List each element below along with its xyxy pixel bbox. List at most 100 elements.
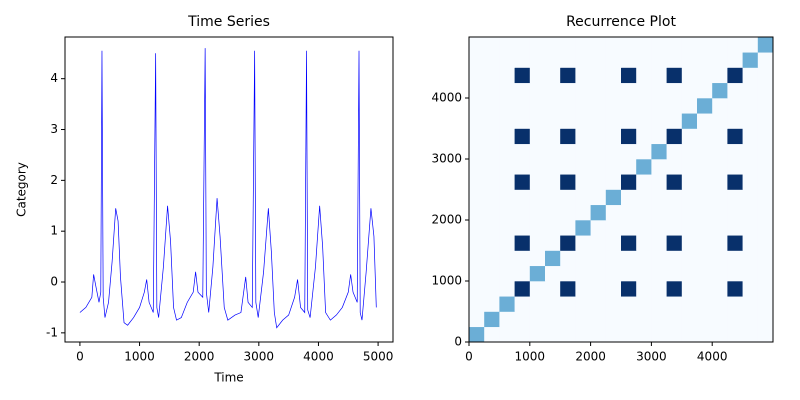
heatmap-cell xyxy=(575,113,591,129)
heatmap-cell xyxy=(712,326,728,343)
heatmap-cell xyxy=(742,159,759,175)
heatmap-cell xyxy=(545,98,561,114)
heatmap-cell xyxy=(514,326,531,343)
heatmap-cell xyxy=(636,113,652,129)
heatmap-cell xyxy=(469,37,485,53)
heatmap-cell xyxy=(651,174,667,190)
heatmap-cell xyxy=(636,235,652,251)
heatmap-cell xyxy=(484,143,500,160)
heatmap-cell xyxy=(545,52,561,68)
heatmap-cell xyxy=(469,281,485,297)
heatmap-cell xyxy=(712,174,728,190)
heatmap-cell xyxy=(666,128,683,145)
heatmap-cell xyxy=(712,281,728,297)
heatmap-cell xyxy=(605,281,622,297)
heatmap-cell xyxy=(727,52,743,68)
heatmap-cell xyxy=(636,250,652,267)
heatmap-cell xyxy=(757,174,774,190)
heatmap-cell xyxy=(651,98,667,114)
heatmap-cell xyxy=(590,82,607,99)
heatmap-cell xyxy=(514,67,531,84)
heatmap-cell xyxy=(469,98,485,114)
heatmap-cell xyxy=(484,235,500,251)
heatmap-cell xyxy=(545,311,561,328)
heatmap-cell xyxy=(742,67,759,84)
heatmap-cell xyxy=(681,189,698,206)
heatmap-cell xyxy=(681,220,698,236)
heatmap-cell xyxy=(681,159,698,175)
heatmap-cell xyxy=(545,174,561,190)
heatmap-cell xyxy=(727,296,743,312)
heatmap-cell xyxy=(757,250,774,267)
heatmap-cell xyxy=(636,143,652,160)
y-tick-label: 2000 xyxy=(431,213,462,227)
heatmap-cell xyxy=(666,82,683,99)
heatmap-cell xyxy=(560,98,576,114)
heatmap-cell xyxy=(651,128,667,145)
heatmap-cell xyxy=(605,37,622,53)
heatmap-cell xyxy=(545,189,561,206)
heatmap-cell xyxy=(469,220,485,236)
heatmap-cell xyxy=(575,159,591,175)
heatmap-cell xyxy=(666,189,683,206)
heatmap-cell xyxy=(621,82,637,99)
heatmap-cell xyxy=(499,82,515,99)
y-tick-label: 0 xyxy=(50,275,58,289)
heatmap-cell xyxy=(545,143,561,160)
heatmap-cell xyxy=(742,143,759,160)
heatmap-cell xyxy=(545,37,561,53)
heatmap-cell xyxy=(499,143,515,160)
heatmap-cell xyxy=(499,128,515,145)
heatmap-cell xyxy=(651,82,667,99)
heatmap-cell xyxy=(514,189,531,206)
heatmap-cell xyxy=(545,220,561,236)
heatmap-cell xyxy=(605,113,622,129)
heatmap-cell xyxy=(636,82,652,99)
heatmap-cell xyxy=(621,67,637,84)
heatmap-cell xyxy=(484,296,500,312)
heatmap-cell xyxy=(681,37,698,53)
heatmap-cell xyxy=(757,220,774,236)
heatmap-cell xyxy=(499,98,515,114)
heatmap-cell xyxy=(727,174,743,190)
heatmap-cell xyxy=(514,265,531,282)
heatmap-cell xyxy=(712,204,728,221)
heatmap-cell xyxy=(727,82,743,99)
heatmap-cell xyxy=(742,265,759,282)
heatmap-cell xyxy=(469,326,485,343)
heatmap-cell xyxy=(529,37,546,53)
heatmap-cell xyxy=(666,235,683,251)
heatmap-cell xyxy=(484,311,500,328)
heatmap-cell xyxy=(681,296,698,312)
heatmap-cell xyxy=(469,250,485,267)
heatmap-cell xyxy=(621,265,637,282)
heatmap-cell xyxy=(484,52,500,68)
heatmap-cell xyxy=(757,311,774,328)
heatmap-cell xyxy=(697,235,713,251)
heatmap-cell xyxy=(697,326,713,343)
heatmap-cell xyxy=(681,250,698,267)
heatmap-cell xyxy=(742,235,759,251)
heatmap-cell xyxy=(590,52,607,68)
heatmap-cell xyxy=(712,265,728,282)
heatmap-cell xyxy=(712,189,728,206)
heatmap-cell xyxy=(529,189,546,206)
heatmap-cell xyxy=(666,113,683,129)
heatmap-cell xyxy=(469,174,485,190)
heatmap-cell xyxy=(727,265,743,282)
heatmap-cell xyxy=(560,82,576,99)
heatmap-cell xyxy=(499,174,515,190)
heatmap-cell xyxy=(742,326,759,343)
heatmap-cell xyxy=(469,52,485,68)
heatmap-cell xyxy=(666,204,683,221)
heatmap-cell xyxy=(545,67,561,84)
heatmap-cell xyxy=(727,189,743,206)
heatmap-cell xyxy=(742,128,759,145)
heatmap-cell xyxy=(712,250,728,267)
heatmap-cell xyxy=(636,67,652,84)
heatmap-cell xyxy=(590,174,607,190)
heatmap-cell xyxy=(757,143,774,160)
x-axis-label: Time xyxy=(213,371,243,385)
heatmap-cell xyxy=(757,235,774,251)
heatmap-cell xyxy=(545,281,561,297)
